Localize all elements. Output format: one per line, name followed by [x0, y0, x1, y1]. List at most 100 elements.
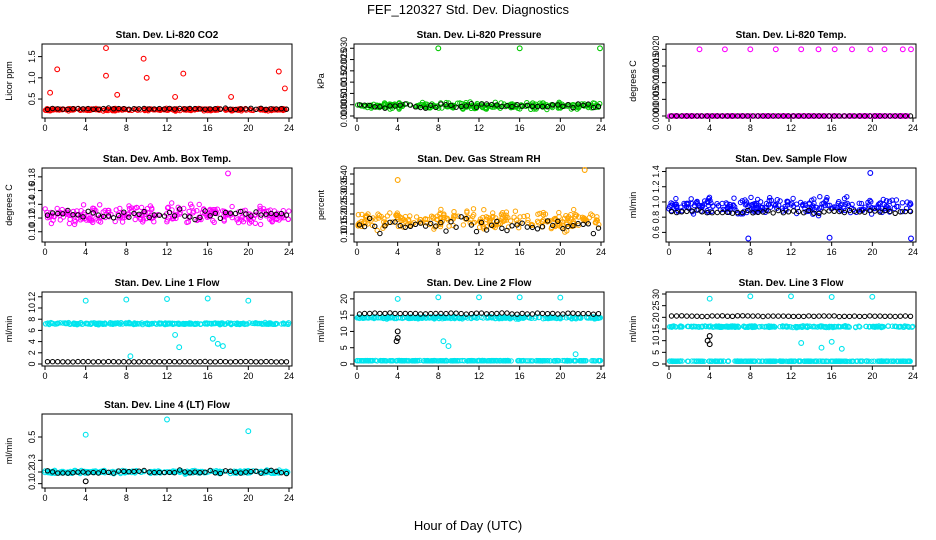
x-tick-label: 20: [555, 123, 565, 133]
data-point: [668, 208, 675, 215]
series-main: [42, 170, 292, 228]
data-point: [75, 212, 81, 218]
data-point: [151, 212, 158, 218]
data-point: [571, 206, 577, 213]
data-point: [179, 321, 186, 327]
data-point: [757, 358, 763, 364]
data-point: [146, 359, 152, 365]
data-point: [166, 105, 173, 112]
data-point: [481, 357, 488, 364]
data-point: [503, 209, 510, 215]
data-point: [90, 106, 97, 112]
data-point: [897, 113, 903, 119]
data-point: [136, 211, 142, 218]
outlier-point: [581, 167, 588, 173]
data-point: [708, 323, 714, 329]
data-point: [117, 205, 123, 212]
panel-title: Stan. Dev. Line 2 Flow: [427, 278, 532, 289]
x-tick-label: 24: [596, 371, 606, 381]
outlier-point: [172, 331, 179, 338]
data-point: [747, 207, 753, 213]
data-point: [161, 106, 168, 112]
data-point: [412, 104, 419, 110]
outlier-point: [281, 85, 288, 92]
data-point: [199, 209, 206, 216]
data-point: [95, 470, 102, 476]
data-point: [443, 102, 449, 108]
data-point: [138, 204, 145, 211]
data-point: [751, 358, 757, 364]
data-point: [238, 106, 244, 112]
data-point: [827, 202, 833, 209]
data-point: [499, 310, 505, 316]
data-point: [750, 313, 756, 319]
data-point: [390, 219, 396, 225]
data-point: [518, 358, 525, 364]
data-point: [377, 104, 383, 110]
y-tick-label: 0.14: [27, 196, 37, 214]
data-point: [207, 106, 213, 112]
data-point: [524, 224, 530, 230]
data-point: [86, 215, 93, 222]
x-tick-label: 16: [203, 493, 213, 503]
x-tick-label: 4: [395, 371, 400, 381]
data-point: [65, 359, 71, 365]
y-tick-label: 20: [651, 312, 661, 322]
x-axis-label: Hour of Day (UTC): [413, 518, 523, 533]
data-point: [65, 207, 71, 214]
data-point: [268, 210, 274, 217]
data-point: [862, 113, 868, 119]
data-point: [375, 315, 381, 321]
y-tick-label: 0.020: [339, 60, 349, 83]
data-point: [90, 359, 97, 365]
data-point: [63, 320, 69, 327]
data-point: [197, 321, 204, 327]
data-point: [138, 216, 144, 223]
data-point: [731, 195, 737, 201]
y-tick-label: 12: [27, 292, 37, 302]
data-point: [711, 113, 717, 119]
data-point: [836, 208, 842, 215]
data-point: [372, 104, 378, 110]
data-point: [443, 228, 449, 234]
plot-frame: [665, 43, 917, 119]
data-point: [171, 470, 178, 476]
data-point: [772, 113, 779, 119]
data-point: [595, 357, 602, 364]
data-point: [276, 217, 282, 223]
data-point: [94, 320, 100, 327]
outlier-point: [815, 46, 822, 53]
data-point: [110, 470, 117, 476]
x-tick-label: 16: [827, 371, 837, 381]
outlier-point: [696, 46, 703, 53]
data-point: [596, 221, 602, 228]
data-point: [764, 358, 770, 364]
data-point: [60, 320, 66, 326]
x-tick-label: 12: [474, 123, 484, 133]
data-point: [453, 104, 459, 110]
data-point: [144, 106, 151, 112]
plot-frame: [41, 291, 293, 367]
data-point: [222, 468, 229, 474]
data-point: [699, 209, 705, 215]
data-point: [413, 214, 420, 220]
data-point: [356, 102, 363, 108]
data-point: [592, 315, 599, 321]
data-point: [90, 219, 96, 226]
data-point: [667, 203, 673, 210]
data-point: [55, 210, 61, 217]
data-point: [464, 209, 470, 216]
data-point: [164, 205, 171, 211]
data-point: [497, 358, 503, 364]
data-point: [595, 311, 602, 317]
data-point: [207, 359, 213, 365]
data-point: [790, 313, 797, 320]
data-point: [422, 223, 429, 229]
data-point: [595, 103, 602, 110]
data-point: [525, 358, 531, 364]
outlier-point: [176, 344, 183, 351]
panel-title: Stan. Dev. Line 4 (LT) Flow: [104, 400, 230, 411]
outlier-point: [394, 295, 401, 302]
x-tick-label: 0: [42, 493, 47, 503]
x-tick-label: 4: [83, 247, 88, 257]
